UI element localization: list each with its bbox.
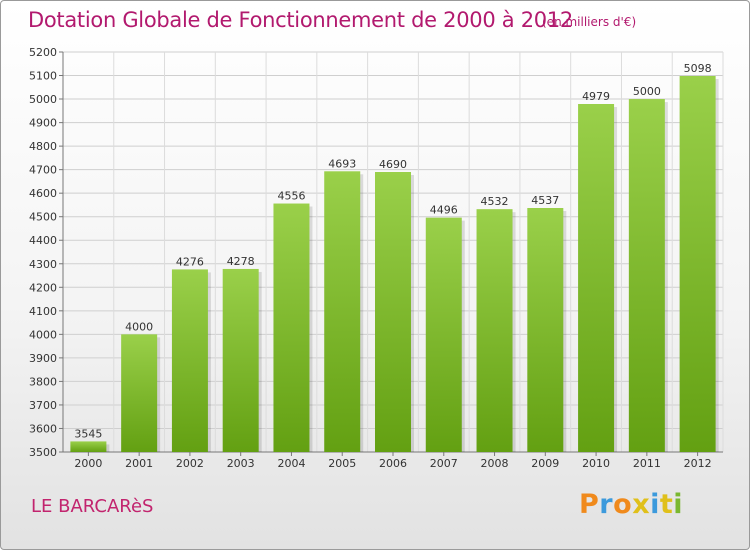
- y-tick-label: 3800: [29, 375, 57, 388]
- x-tick-label: 2010: [582, 457, 610, 470]
- bar-2003: [222, 268, 259, 452]
- logo-letter: t: [659, 489, 674, 520]
- bar-2005: [324, 171, 361, 452]
- y-tick-label: 4000: [29, 328, 57, 341]
- x-tick-label: 2007: [430, 457, 458, 470]
- y-tick-label: 5100: [29, 70, 57, 83]
- x-tick-label: 2000: [74, 457, 102, 470]
- data-label: 4496: [430, 204, 458, 217]
- bar-2002: [171, 269, 208, 452]
- labels: 3500 3600 3700 3800 3900 4000 4100 4200 4300 4400…: [29, 46, 712, 470]
- commune-name: LE BARCARèS: [31, 496, 154, 517]
- logo-letter: x: [632, 489, 651, 520]
- data-label: 4537: [531, 194, 559, 207]
- logo-letter: P: [579, 489, 600, 520]
- x-tick-label: 2008: [481, 457, 509, 470]
- data-label: 4278: [227, 255, 255, 268]
- x-tick-label: 2006: [379, 457, 407, 470]
- y-tick-label: 3700: [29, 399, 57, 412]
- chart-unit-note: (en milliers d'€): [542, 15, 637, 29]
- x-tick-label: 2003: [227, 457, 255, 470]
- y-tick-label: 5200: [29, 46, 57, 59]
- y-tick-label: 4400: [29, 234, 57, 247]
- bar-2012: [679, 76, 716, 452]
- data-label: 5098: [684, 62, 712, 75]
- y-tick-label: 5000: [29, 93, 57, 106]
- y-tick-label: 4200: [29, 281, 57, 294]
- data-label: 4690: [379, 158, 407, 171]
- bar-2010: [578, 104, 615, 452]
- proxiti-logo: Proxiti: [579, 489, 683, 520]
- y-tick-label: 3500: [29, 446, 57, 459]
- bar-2008: [476, 209, 513, 452]
- bar-2006: [375, 172, 411, 452]
- logo-letter: i: [673, 489, 684, 520]
- bar-2007: [425, 217, 462, 452]
- bar-2001: [121, 334, 158, 452]
- y-tick-label: 4600: [29, 187, 57, 200]
- y-tick-label: 3600: [29, 422, 57, 435]
- logo-letter: i: [650, 489, 660, 520]
- x-tick-label: 2009: [531, 457, 559, 470]
- logo-letter: r: [599, 489, 614, 520]
- y-tick-label: 4500: [29, 211, 57, 224]
- x-tick-label: 2005: [328, 457, 356, 470]
- data-label: 4979: [582, 90, 610, 103]
- x-tick-label: 2012: [684, 457, 712, 470]
- data-label: 4276: [176, 255, 204, 268]
- data-label: 5000: [633, 85, 661, 98]
- bar-2009: [527, 208, 564, 452]
- y-tick-label: 3900: [29, 352, 57, 365]
- x-tick-label: 2001: [125, 457, 153, 470]
- data-label: 3545: [74, 427, 102, 440]
- y-tick-label: 4100: [29, 305, 57, 318]
- y-tick-label: 4800: [29, 140, 57, 153]
- x-tick-label: 2004: [277, 457, 305, 470]
- y-tick-label: 4300: [29, 258, 57, 271]
- data-label: 4000: [125, 320, 153, 333]
- bar-2000: [70, 441, 107, 452]
- data-label: 4693: [328, 157, 356, 170]
- logo-letter: o: [613, 489, 633, 520]
- y-tick-label: 4900: [29, 117, 57, 130]
- x-tick-label: 2011: [633, 457, 661, 470]
- bars: [70, 76, 719, 452]
- bar-2011: [628, 99, 665, 452]
- data-label: 4532: [481, 195, 509, 208]
- data-label: 4556: [277, 190, 305, 203]
- y-tick-label: 4700: [29, 164, 57, 177]
- x-tick-label: 2002: [176, 457, 204, 470]
- chart-title: Dotation Globale de Fonctionnement de 20…: [28, 8, 573, 32]
- bar-2004: [273, 203, 310, 452]
